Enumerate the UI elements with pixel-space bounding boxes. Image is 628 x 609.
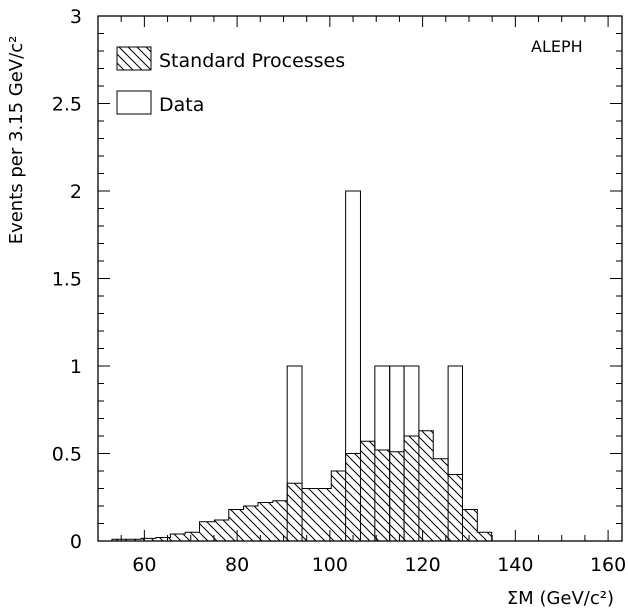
- sm-bin-25: [477, 532, 492, 541]
- sm-bin-3: [155, 537, 171, 541]
- data-bin-4: [403, 365, 420, 542]
- y-tick-label-2: 1: [70, 356, 82, 378]
- y-tick-label-0: 0: [70, 531, 82, 553]
- sm-bin-24: [462, 509, 478, 541]
- x-tick-label-120: 120: [404, 554, 440, 576]
- y-tick-label-4: 2: [70, 181, 82, 203]
- sm-bin-21: [418, 430, 434, 541]
- y-axis-title: Events per 3.15 GeV/c²: [6, 36, 27, 245]
- legend-swatch-data: [116, 90, 152, 115]
- x-tick-label-160: 160: [590, 554, 626, 576]
- sm-bin-5: [185, 532, 200, 541]
- legend-label-standard-processes: Standard Processes: [159, 50, 345, 72]
- sm-bin-0: [111, 539, 127, 541]
- legend-label-data: Data: [159, 94, 204, 116]
- sm-bin-8: [228, 509, 244, 541]
- sm-bin-19: [389, 451, 405, 541]
- sm-bin-9: [243, 506, 258, 541]
- sm-bin-16: [345, 453, 361, 541]
- sm-bin-23: [448, 474, 463, 541]
- x-tick-label-60: 60: [132, 554, 156, 576]
- sm-bin-6: [199, 521, 215, 541]
- sm-bin-13: [302, 488, 317, 541]
- sm-bin-11: [272, 500, 288, 541]
- y-tick-label-5: 2.5: [52, 94, 82, 116]
- y-tick-label-1: 0.5: [52, 444, 82, 466]
- sm-bin-18: [374, 450, 390, 541]
- sm-bin-22: [433, 458, 449, 541]
- sm-bin-17: [360, 441, 375, 541]
- data-bin-5: [447, 365, 463, 542]
- sm-bin-1: [126, 539, 142, 541]
- legend-swatch-standard-processes: [116, 46, 152, 71]
- data-bin-0: [286, 365, 303, 542]
- x-tick-label-80: 80: [225, 554, 249, 576]
- sm-bin-12: [287, 483, 303, 541]
- sm-bin-4: [170, 534, 186, 541]
- x-tick-label-140: 140: [497, 554, 533, 576]
- legend: Standard Processes Data: [116, 46, 345, 116]
- sm-bin-20: [404, 436, 419, 541]
- sm-bin-15: [331, 471, 346, 541]
- sm-bin-2: [141, 538, 156, 541]
- y-tick-label-6: 3: [70, 6, 82, 28]
- x-axis-title: ΣM (GeV/c²): [507, 588, 614, 609]
- y-tick-label-3: 1.5: [52, 269, 82, 291]
- sm-bin-10: [257, 502, 273, 541]
- x-tick-label-100: 100: [312, 554, 348, 576]
- sm-bin-7: [214, 520, 229, 541]
- experiment-label: ALEPH: [531, 37, 583, 56]
- sm-bin-14: [316, 488, 332, 541]
